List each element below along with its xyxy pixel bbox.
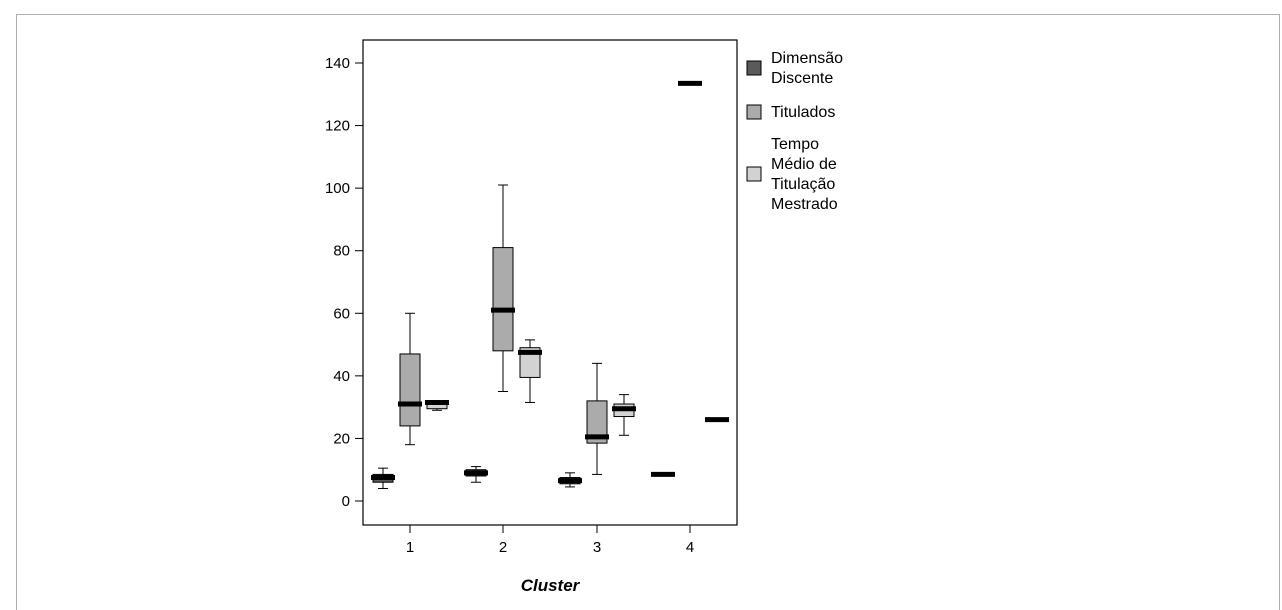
box-iqr <box>586 400 608 444</box>
box-2-0 <box>425 399 449 411</box>
legend-label: Tempo <box>771 136 819 153</box>
y-axis: 0 20 40 60 80 100 120 140 <box>325 55 363 510</box>
x-tick-label: 4 <box>686 539 694 556</box>
box-iqr <box>492 247 514 352</box>
box-0-0 <box>371 467 395 489</box>
box-2-1 <box>518 339 542 403</box>
box-1-3 <box>678 80 702 86</box>
legend-label: Titulação <box>771 176 835 193</box>
x-axis-title: Cluster <box>521 576 581 595</box>
legend-label: Médio de <box>771 156 837 173</box>
x-tick-label: 3 <box>593 539 601 556</box>
box-iqr <box>519 347 541 378</box>
box-0-3 <box>651 471 675 477</box>
y-tick-label: 20 <box>333 430 350 447</box>
box-iqr <box>399 353 421 427</box>
x-axis: 1 2 3 4 <box>406 525 694 556</box>
x-tick-label: 2 <box>499 539 507 556</box>
box-1-0 <box>398 312 422 446</box>
legend-swatch <box>746 104 762 120</box>
box-0-1 <box>464 466 488 483</box>
y-tick-label: 0 <box>342 493 350 510</box>
plot-area <box>362 39 738 526</box>
box-1-1 <box>491 184 515 392</box>
legend: Dimensão Discente Titulados Tempo Médio de Ti… <box>746 50 843 213</box>
legend-label: Titulados <box>771 104 835 121</box>
y-tick-label: 40 <box>333 368 350 385</box>
legend-label: Discente <box>771 70 833 87</box>
legend-label: Mestrado <box>771 196 838 213</box>
y-tick-label: 120 <box>325 118 350 135</box>
boxes <box>371 80 729 489</box>
legend-label: Dimensão <box>771 50 843 67</box>
x-tick-label: 1 <box>406 539 414 556</box>
box-1-2 <box>585 362 609 475</box>
box-2-2 <box>612 394 636 436</box>
y-tick-label: 100 <box>325 180 350 197</box>
y-tick-label: 60 <box>333 305 350 322</box>
legend-swatch <box>746 60 762 76</box>
y-tick-label: 140 <box>325 55 350 72</box>
legend-swatch <box>746 166 762 182</box>
box-0-2 <box>558 472 582 488</box>
figure-frame <box>16 14 1280 610</box>
box-2-3 <box>705 417 729 423</box>
y-tick-label: 80 <box>333 243 350 260</box>
